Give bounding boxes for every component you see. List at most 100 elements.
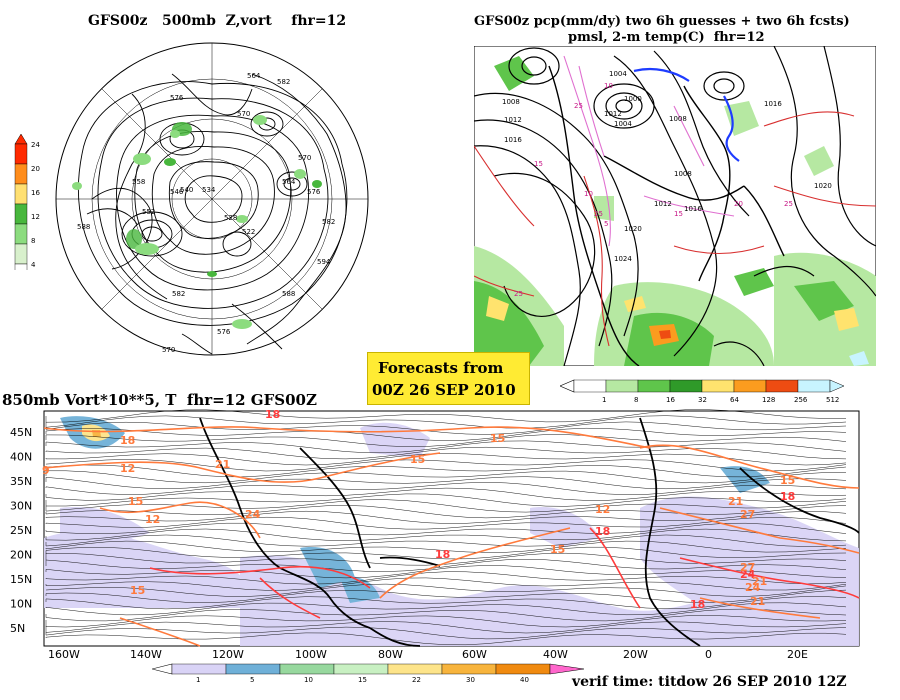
vort-temp-label: 15 — [128, 495, 143, 508]
isobar-label: 1016 — [684, 205, 702, 213]
latitude-labels: 45N 40N 35N 30N 25N 20N 15N 10N 5N — [10, 426, 32, 635]
latitude-label: 5N — [10, 622, 25, 635]
polar-contour-label: 576 — [307, 188, 321, 196]
vort-temp-label: 24 — [745, 581, 761, 594]
pcp-map-title-line1: GFS00z pcp(mm/dy) two 6h guesses + two 6… — [474, 14, 850, 29]
temp-label: 25 — [574, 102, 583, 110]
vort-colorbar-tick: 5 — [250, 676, 254, 684]
latitude-label: 30N — [10, 500, 32, 513]
vort-colorbar-block — [333, 663, 389, 675]
vort-legend-block — [14, 143, 28, 165]
polar-contour-label: 564 — [247, 72, 261, 80]
isobar-label: 1008 — [674, 170, 692, 178]
temp-label: 5 — [604, 220, 608, 228]
polar-contour-label: 582 — [172, 290, 185, 298]
temp-label: 15 — [674, 210, 683, 218]
longitude-labels: 160W 140W 120W 100W 80W 60W 40W 20W 0 20E — [48, 648, 808, 661]
latitude-label: 10N — [10, 598, 32, 611]
polar-contour-label: 570 — [162, 346, 175, 354]
vort-legend-block — [14, 263, 28, 270]
vort-legend-tick: 20 — [31, 165, 40, 173]
polar-contour-label: 534 — [202, 186, 216, 194]
isobar-label: 1016 — [504, 136, 522, 144]
precip-colorbar-block — [637, 379, 671, 393]
precip-colorbar-tick: 512 — [826, 396, 839, 404]
isobar-label: 1020 — [814, 182, 832, 190]
vort-temp-label: 18 — [265, 408, 280, 421]
precip-colorbar-left-arrow — [560, 379, 575, 393]
polar-contour-label: 576 — [217, 328, 231, 336]
temp-label: 15 — [534, 160, 543, 168]
precip-shading — [474, 56, 876, 366]
precip-colorbar-block — [669, 379, 703, 393]
longitude-label: 120W — [212, 648, 244, 661]
precip-colorbar-block — [797, 379, 831, 393]
vort-temp-label: 18 — [435, 548, 450, 561]
vort-legend-tick: 4 — [31, 261, 36, 269]
vort-temp-label: 18 — [120, 434, 135, 447]
longitude-label: 80W — [378, 648, 403, 661]
vort-temp-label: 21 — [752, 575, 767, 588]
polar-contour-label: 564 — [282, 178, 296, 186]
vort-colorbar-tick: 30 — [466, 676, 475, 684]
polar-contour-label: 576 — [170, 94, 184, 102]
vort-temp-label: 18 — [595, 525, 610, 538]
vort-850mb-map: 18 15129151221241815151218212724211815182… — [10, 408, 860, 661]
vort-temp-label: 18 — [780, 490, 795, 503]
isobar-label: 1012 — [654, 200, 672, 208]
vort-legend-block — [14, 223, 28, 245]
isobar-label: 1012 — [504, 116, 522, 124]
temperature-contours — [474, 55, 876, 347]
vort-legend-block — [14, 243, 28, 265]
vort-temp-label: 12 — [595, 503, 610, 516]
temp-label: 25 — [784, 200, 793, 208]
isobar-label: 1000 — [624, 95, 642, 103]
vort-colorbar-block — [279, 663, 335, 675]
vort-temp-label: 24 — [245, 508, 261, 521]
vort-temp-contours — [43, 426, 860, 647]
vort-colorbar-tick: 10 — [304, 676, 313, 684]
vort-temp-label: 18 — [690, 598, 705, 611]
longitude-label: 20W — [623, 648, 648, 661]
meridians — [56, 43, 368, 355]
vort-colorbar-tick: 15 — [358, 676, 367, 684]
vort-temp-label: 27 — [740, 561, 755, 574]
polar-contour-label: 570 — [237, 110, 250, 118]
isobar-label: 1008 — [502, 98, 520, 106]
forecast-box-line1: Forecasts from — [378, 359, 504, 377]
legend-arrow-top — [14, 133, 28, 145]
vort-temp-label: 15 — [410, 453, 425, 466]
precip-colorbar-tick: 32 — [698, 396, 707, 404]
vort-map-title: 850mb Vort*10**5, T fhr=12 GFS00Z — [2, 391, 317, 409]
vort-colorbar-block — [495, 663, 551, 675]
vort-temp-label: 24 — [740, 568, 756, 581]
isobar-label: 1020 — [624, 225, 642, 233]
vort-legend-block — [14, 203, 28, 225]
latitude-label: 20N — [10, 549, 32, 562]
temp-label: 10 — [584, 190, 593, 198]
longitude-label: 40W — [543, 648, 568, 661]
latitude-label: 45N — [10, 426, 32, 439]
polar-contour-label: 540 — [180, 186, 193, 194]
precip-colorbar-tick: 1 — [602, 396, 606, 404]
pcp-coastlines — [548, 65, 785, 366]
vort-temp-label: 21 — [750, 595, 765, 608]
vort-legend-block — [14, 163, 28, 185]
precip-colorbar-right-arrow — [829, 379, 845, 393]
latitude-label: 15N — [10, 573, 32, 586]
vort-colorbar-tick: 1 — [196, 676, 200, 684]
polar-contour-label: 582 — [322, 218, 335, 226]
vort-temp-label: 9 — [42, 464, 50, 477]
polar-map-title: GFS00z 500mb Z,vort fhr=12 — [88, 13, 347, 29]
longitude-label: 140W — [130, 648, 162, 661]
isobar-label: 1008 — [669, 115, 687, 123]
precip-colorbar-block — [733, 379, 767, 393]
temp-label: 20 — [734, 200, 743, 208]
vort-temp-label: 12 — [145, 513, 160, 526]
vort-legend-tick: 24 — [31, 141, 40, 149]
vort-colorbar-block — [387, 663, 443, 675]
latitude-label: 35N — [10, 475, 32, 488]
precip-colorbar-tick: 16 — [666, 396, 675, 404]
